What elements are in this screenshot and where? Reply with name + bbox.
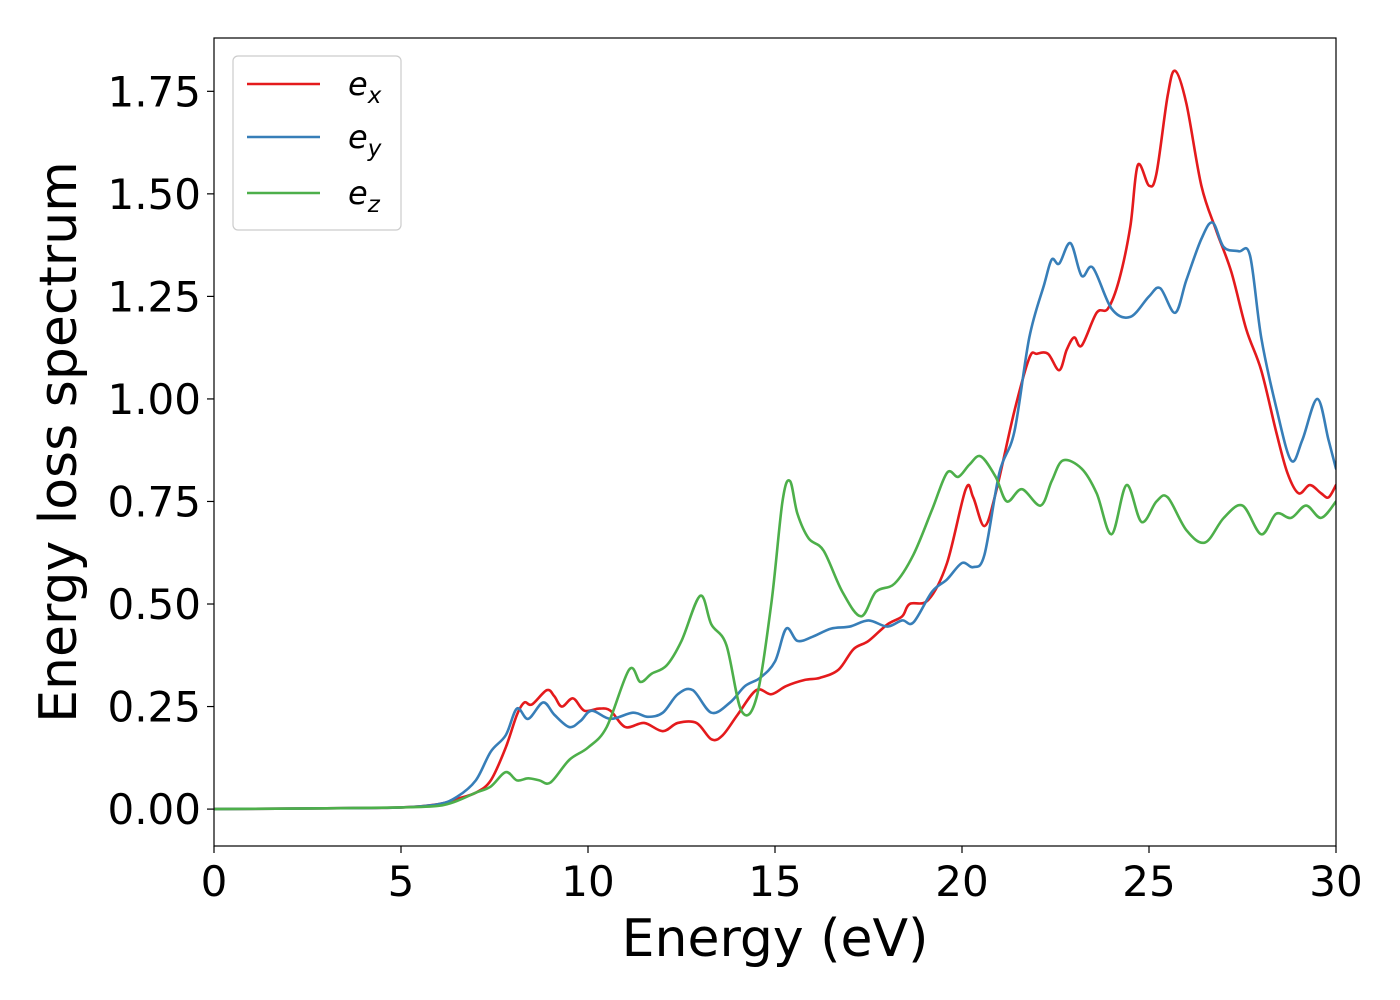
y-tick-label: 1.00 [107, 375, 201, 424]
legend-box [232, 55, 402, 231]
legend-label-y: ey [348, 118, 382, 162]
y-tick-label: 1.50 [107, 170, 201, 219]
legend: ex ey ez [232, 55, 402, 231]
y-tick-label: 0.00 [107, 785, 201, 834]
y-tick-label: 0.75 [107, 477, 201, 526]
y-tick-label: 0.50 [107, 580, 201, 629]
x-tick-label: 20 [935, 857, 988, 906]
series-line-z [214, 454, 1336, 811]
legend-label-z: ez [348, 174, 381, 218]
x-tick-label: 15 [748, 857, 801, 906]
series-line-y [214, 221, 1336, 811]
y-axis-label: Energy loss spectrum [29, 161, 89, 723]
x-axis-label: Energy (eV) [622, 909, 929, 969]
x-tick-label: 10 [561, 857, 614, 906]
y-axis-ticks: 0.00 0.25 0.50 0.75 1.00 1.25 1.50 1.75 [107, 67, 214, 834]
y-tick-label: 0.25 [107, 683, 201, 732]
x-axis-ticks: 0 5 10 15 20 25 30 [201, 846, 1363, 906]
y-tick-label: 1.75 [107, 67, 201, 116]
legend-label-x: ex [348, 65, 382, 109]
x-tick-label: 0 [201, 857, 228, 906]
series-lines [214, 69, 1336, 811]
x-tick-label: 30 [1309, 857, 1362, 906]
x-tick-label: 5 [388, 857, 415, 906]
x-tick-label: 25 [1122, 857, 1175, 906]
series-line-x [214, 69, 1336, 811]
y-tick-label: 1.25 [107, 272, 201, 321]
